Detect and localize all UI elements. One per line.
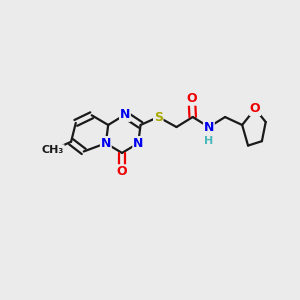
Text: N: N (100, 137, 111, 150)
Text: N: N (133, 137, 143, 150)
Text: S: S (154, 110, 163, 124)
Text: N: N (204, 121, 214, 134)
Text: O: O (187, 92, 197, 105)
Text: N: N (120, 108, 130, 121)
Text: O: O (250, 102, 260, 115)
Text: CH₃: CH₃ (42, 145, 64, 155)
Text: H: H (204, 136, 214, 146)
Text: O: O (117, 165, 127, 178)
